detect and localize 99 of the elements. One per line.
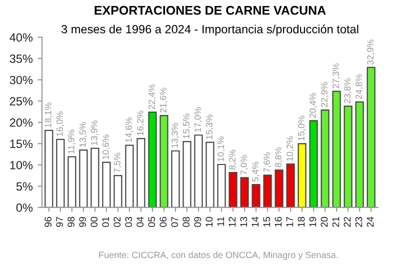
- data-label: 15,5%: [183, 114, 190, 138]
- data-label: 13,9%: [90, 120, 98, 146]
- y-tick-label: 20%: [10, 118, 33, 127]
- x-tick-label: 08: [182, 216, 190, 227]
- data-label: 32,9%: [367, 40, 375, 65]
- x-tick-label: 07: [171, 216, 178, 227]
- x-tick-label: 17: [286, 216, 294, 227]
- bar: [194, 134, 203, 208]
- bar: [114, 175, 122, 208]
- bar: [79, 149, 88, 208]
- y-tick-label: 25%: [10, 97, 33, 106]
- bar: [160, 114, 168, 208]
- chart-subtitle: 3 meses de 1996 a 2024 - Importancia s/producción total: [61, 24, 358, 36]
- data-label: 22,9%: [321, 82, 329, 108]
- x-tick-label: 09: [194, 216, 202, 227]
- bar: [366, 66, 376, 208]
- x-tick-label: 01: [102, 216, 110, 227]
- data-label: 27,3%: [332, 63, 340, 88]
- x-tick-label: 14: [252, 216, 259, 227]
- bar: [44, 130, 54, 208]
- bar: [182, 140, 192, 208]
- data-label: 21,6%: [160, 88, 168, 113]
- x-tick-label: 19: [309, 216, 316, 227]
- data-label: 16,0%: [56, 112, 64, 136]
- x-tick-label: 21: [332, 216, 340, 227]
- x-tick-label: 24: [366, 216, 374, 227]
- x-tick-label: 03: [125, 216, 132, 227]
- bar: [125, 144, 134, 208]
- y-tick-label: 10%: [10, 160, 33, 170]
- x-tick-label: 18: [298, 216, 305, 227]
- data-label: 13,5%: [79, 122, 87, 147]
- bar: [148, 112, 157, 208]
- data-label: 15,0%: [298, 116, 306, 140]
- data-label: 8,2%: [229, 150, 237, 170]
- data-label: 23,8%: [344, 78, 352, 104]
- x-tick-label: 99: [79, 216, 86, 227]
- x-tick-label: 22: [344, 216, 351, 227]
- x-tick-label: 10: [206, 216, 213, 227]
- data-label: 24,8%: [356, 74, 364, 99]
- y-tick-label: 35%: [10, 54, 33, 63]
- y-tick-label: 30%: [10, 76, 33, 84]
- x-tick-label: 05: [148, 216, 156, 227]
- bar: [274, 169, 284, 208]
- data-label: 10,6%: [102, 134, 110, 160]
- bar: [309, 120, 318, 208]
- y-tick-label: 40%: [10, 33, 33, 42]
- data-label: 7,0%: [240, 154, 248, 175]
- bar: [68, 156, 76, 208]
- x-tick-label: 13: [240, 216, 248, 227]
- x-tick-label: 15: [263, 216, 270, 227]
- data-label: 18,1%: [44, 102, 52, 128]
- bar: [263, 174, 272, 208]
- data-label: 11,9%: [68, 130, 76, 154]
- bar: [102, 162, 111, 208]
- data-label: 7,6%: [264, 152, 272, 172]
- data-label: 15,3%: [206, 114, 214, 140]
- x-tick-label: 20: [320, 216, 328, 227]
- bar: [332, 90, 341, 208]
- x-tick-label: 02: [114, 216, 121, 227]
- data-label: 8,8%: [275, 147, 283, 168]
- x-tick-label: 16: [274, 216, 282, 227]
- x-tick-label: 23: [355, 216, 362, 227]
- x-tick-label: 04: [136, 216, 144, 227]
- bar: [320, 109, 330, 208]
- bar: [344, 106, 352, 208]
- x-tick-label: 98: [68, 216, 75, 227]
- data-label: 5,4%: [252, 162, 260, 182]
- x-tick-label: 06: [160, 216, 167, 227]
- bar: [355, 101, 364, 208]
- data-label: 17,0%: [194, 107, 202, 132]
- x-tick-label: 96: [44, 216, 52, 227]
- bar: [240, 177, 249, 208]
- bar: [298, 143, 306, 208]
- data-label: 14,6%: [125, 118, 133, 142]
- data-label: 13,3%: [172, 123, 179, 148]
- data-label: 16,2%: [136, 110, 144, 136]
- bar: [286, 164, 295, 208]
- bar: [228, 172, 238, 208]
- x-tick-label: 12: [228, 216, 236, 227]
- x-tick-label: 00: [90, 216, 98, 227]
- chart-title: EXPORTACIONES DE CARNE VACUNA: [94, 6, 326, 15]
- bar: [171, 150, 180, 208]
- data-label: 7,5%: [114, 152, 122, 173]
- bar: [217, 164, 226, 208]
- y-tick-label: 5%: [16, 182, 33, 191]
- bar: [206, 142, 214, 208]
- bar: [252, 184, 260, 208]
- bar: [136, 138, 146, 208]
- data-label: 10,1%: [218, 136, 225, 162]
- y-tick-label: 0%: [16, 204, 33, 212]
- x-tick-label: 97: [56, 216, 64, 227]
- source-note: Fuente: CICCRA, con datos de ONCCA, Minagro y Senasa.: [99, 251, 338, 260]
- y-tick-label: 15%: [10, 140, 33, 148]
- bar: [90, 148, 100, 208]
- data-label: 22,4%: [148, 84, 156, 110]
- data-label: 20,4%: [310, 92, 318, 118]
- data-label: 10,2%: [286, 136, 294, 161]
- x-tick-label: 11: [217, 216, 224, 226]
- bar: [56, 138, 65, 208]
